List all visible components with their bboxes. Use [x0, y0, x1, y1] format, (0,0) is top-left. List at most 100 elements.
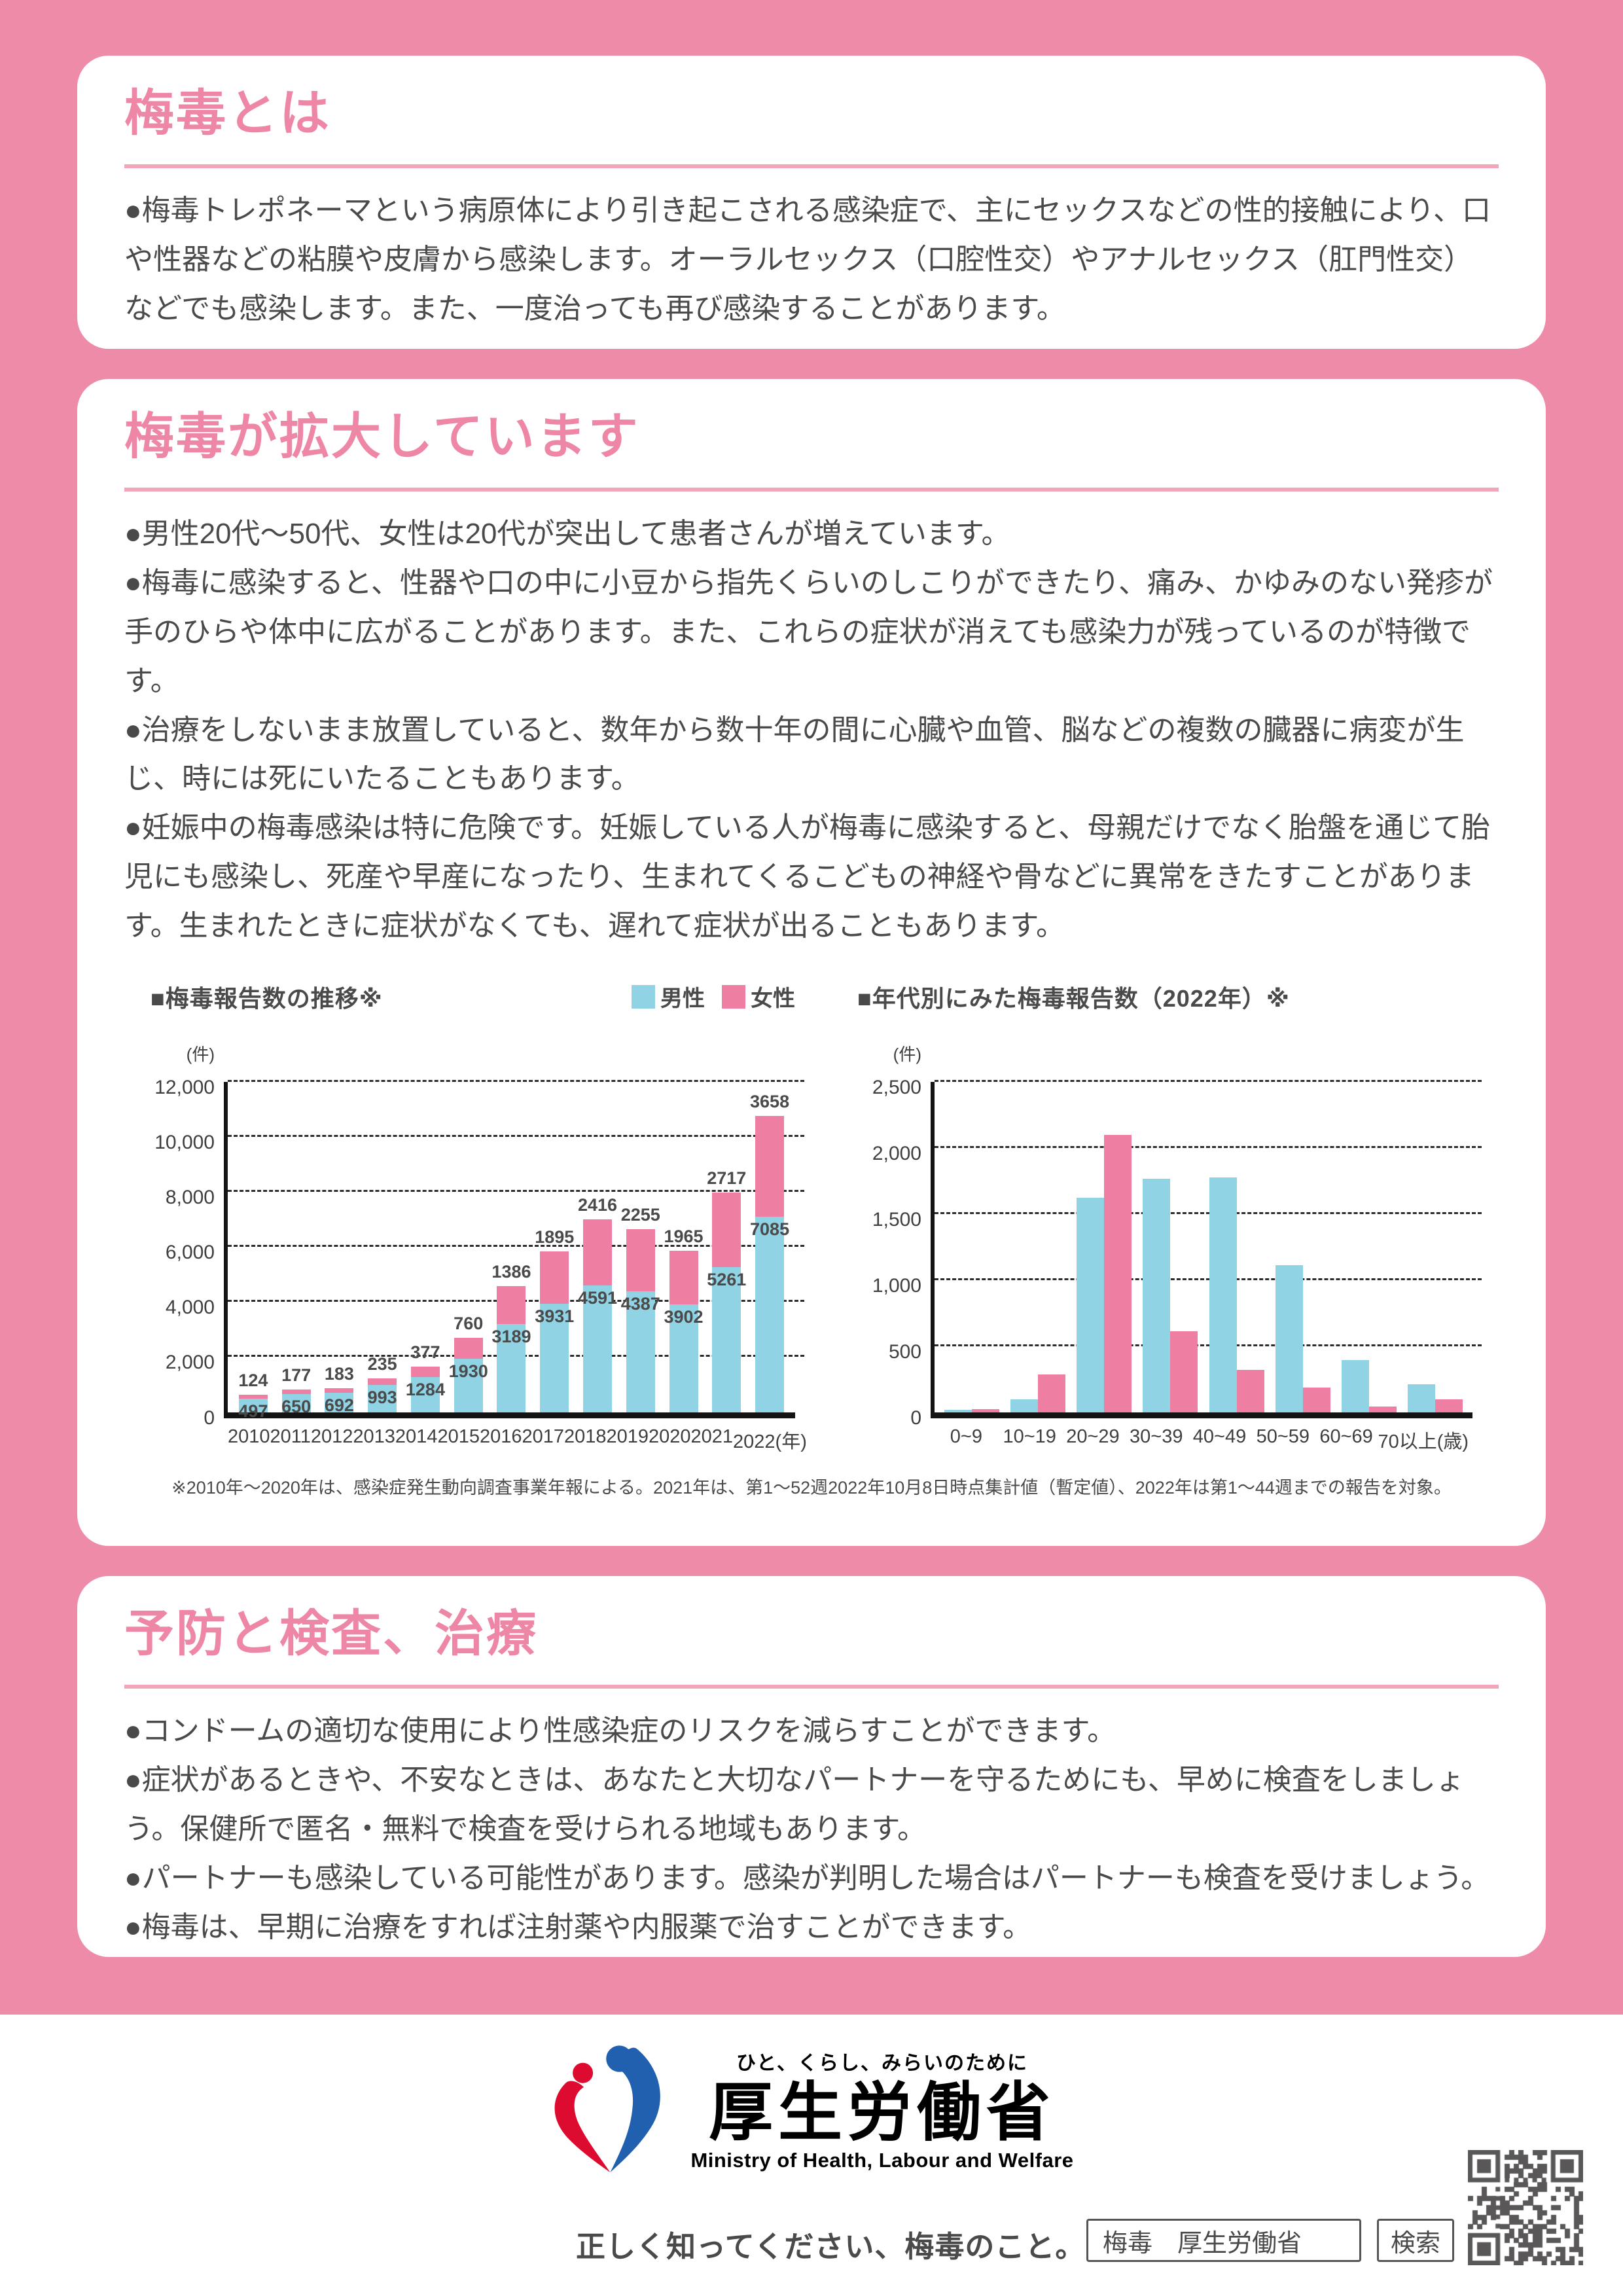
stacked-bar: 235 993 [367, 1354, 397, 1412]
bar-slot [1402, 1082, 1469, 1412]
bar-male [712, 1267, 741, 1412]
section-title-about: 梅毒とは [124, 86, 331, 141]
x-axis-label: 60~69 [1319, 1426, 1373, 1447]
x-axis-label: 2011 [270, 1426, 311, 1447]
gridline [935, 1344, 1482, 1346]
bar-male [454, 1359, 483, 1412]
paragraph: ●梅毒は、早期に治療をすれば注射薬や内服薬で治すことができます。 [124, 1910, 1032, 1943]
bar-value-female: 235 [367, 1354, 397, 1374]
bar-value-male: 3902 [664, 1307, 704, 1327]
y-tick-label: 8,000 [165, 1186, 215, 1208]
y-tick-label: 6,000 [165, 1242, 215, 1264]
x-axis-label: 2014 [395, 1426, 438, 1447]
chart-legend: 男性 女性 [632, 980, 795, 1013]
bar-female [1236, 1369, 1264, 1412]
legend-swatch-icon [632, 984, 655, 1009]
bar-value-male: 5261 [707, 1270, 747, 1290]
x-axis-labels: 2010 2011 2012 2013 2014 2015 2016 2017 2018 2019… [224, 1426, 807, 1454]
paragraph: ●男性20代～50代、女性は20代が突出して患者さんが増えています。 [124, 518, 1010, 550]
section-title-prevention: 予防と検査、治療 [124, 1606, 538, 1662]
bar-value-male: 4387 [620, 1293, 660, 1314]
bar-female [238, 1395, 268, 1399]
footer-message: 正しく知ってください、梅毒のこと。 [576, 2230, 1086, 2263]
bar-male [1408, 1384, 1436, 1412]
bar-slot [1204, 1082, 1270, 1412]
gridline [228, 1245, 804, 1247]
bar-value-male: 993 [367, 1387, 397, 1407]
bar-male [368, 1384, 397, 1412]
bar-female [410, 1366, 440, 1377]
y-tick-label: 2,500 [872, 1076, 921, 1098]
legend-swatch-icon [722, 984, 745, 1009]
bar-slot: 760 1930 [447, 1082, 490, 1412]
bar-female [712, 1192, 741, 1268]
y-tick-label: 12,000 [154, 1076, 215, 1098]
chart-syphilis-trend: ■梅毒報告数の推移※ 男性 女性 0 2,000 4,000 6,000 8,000 10,00… [151, 977, 807, 1454]
bar-male [410, 1376, 440, 1412]
gridline [228, 1189, 804, 1192]
section-prevention: 予防と検査、治療 ●コンドームの適切な使用により性感染症のリスクを減らすことがで… [77, 1576, 1546, 1957]
bar-value-female: 377 [410, 1342, 440, 1362]
bar-value-male: 692 [324, 1395, 354, 1416]
mhlw-logo-text: ひと、くらし、みらいのために 厚生労働省 Ministry of Health,… [690, 2047, 1073, 2173]
bar-slot: 235 993 [361, 1082, 404, 1412]
chart-header: ■年代別にみた梅毒報告数（2022年）※ [857, 977, 1472, 1016]
x-axis-label: 2020 [649, 1426, 691, 1447]
bar-slot: 177 650 [275, 1082, 318, 1416]
bar-slot: 1895 3931 [533, 1082, 576, 1412]
search-input[interactable]: 梅毒 厚生労働省 [1086, 2219, 1361, 2262]
bar-female [1302, 1388, 1330, 1412]
bar-male [1342, 1359, 1370, 1412]
bar-value-female: 1965 [664, 1226, 704, 1246]
bar-male [944, 1409, 972, 1412]
bar-male [669, 1304, 698, 1412]
stacked-bar: 3658 7085 [750, 1092, 789, 1412]
bar-slot [1137, 1082, 1204, 1412]
bar-female [1037, 1374, 1065, 1412]
search-button[interactable]: 検索 [1377, 2219, 1454, 2262]
bar-male [325, 1393, 354, 1412]
gridline [935, 1145, 1482, 1148]
chart-body: 0 500 1,000 1,500 2,000 2,500 (件) [857, 1045, 1482, 1429]
bar-slot: 124 497 [232, 1082, 275, 1420]
y-tick-label: 0 [204, 1407, 215, 1429]
plot-area [931, 1079, 1482, 1418]
bar-value-male: 4591 [577, 1288, 618, 1308]
bar-slot: 2416 4591 [576, 1082, 619, 1412]
bar-pair [1077, 1135, 1132, 1412]
legend-label: 女性 [751, 986, 795, 1012]
bar-female [669, 1250, 698, 1305]
bar-female [497, 1286, 526, 1325]
y-axis: 0 500 1,000 1,500 2,000 2,500 (件) [857, 1045, 931, 1429]
bar-female [325, 1388, 354, 1393]
bar-slot: 3658 7085 [748, 1082, 791, 1412]
gridline [935, 1278, 1482, 1280]
bar-slot [938, 1082, 1005, 1412]
stacked-bar: 2717 5261 [707, 1168, 746, 1412]
section-title-underline [124, 164, 1499, 169]
paragraph: ●コンドームの適切な使用により性感染症のリスクを減らすことができます。 [124, 1715, 1116, 1748]
section-title-spread: 梅毒が拡大しています [124, 409, 640, 465]
bar-female [368, 1378, 397, 1385]
mhlw-tagline: ひと、くらし、みらいのために [736, 2052, 1028, 2074]
bar-value-female: 1895 [535, 1227, 575, 1247]
bars [935, 1082, 1472, 1412]
bar-male [583, 1285, 612, 1412]
legend-item-女性: 女性 [722, 980, 795, 1013]
bar-slot: 183 692 [318, 1082, 361, 1416]
bar-value-male: 7085 [750, 1219, 790, 1240]
bar-slot: 2255 4387 [619, 1082, 662, 1412]
bar-slot: 377 1284 [404, 1082, 447, 1412]
stacked-bar: 2416 4591 [578, 1195, 617, 1412]
charts-row: ■梅毒報告数の推移※ 男性 女性 0 2,000 4,000 6,000 8,000 10,00… [124, 977, 1499, 1454]
paragraph: ●梅毒に感染すると、性器や口の中に小豆から指先くらいのしこりができたり、痛み、か… [124, 567, 1493, 697]
bar-value-male: 3189 [491, 1327, 531, 1347]
bar-pair [1010, 1374, 1065, 1412]
gridline [228, 1079, 804, 1082]
bar-female [755, 1116, 785, 1217]
bar-female [540, 1251, 569, 1304]
bar-male [626, 1291, 655, 1412]
legend-item-男性: 男性 [632, 980, 705, 1013]
x-axis-label: 2021 [690, 1426, 734, 1447]
bar-slot [1005, 1082, 1071, 1412]
